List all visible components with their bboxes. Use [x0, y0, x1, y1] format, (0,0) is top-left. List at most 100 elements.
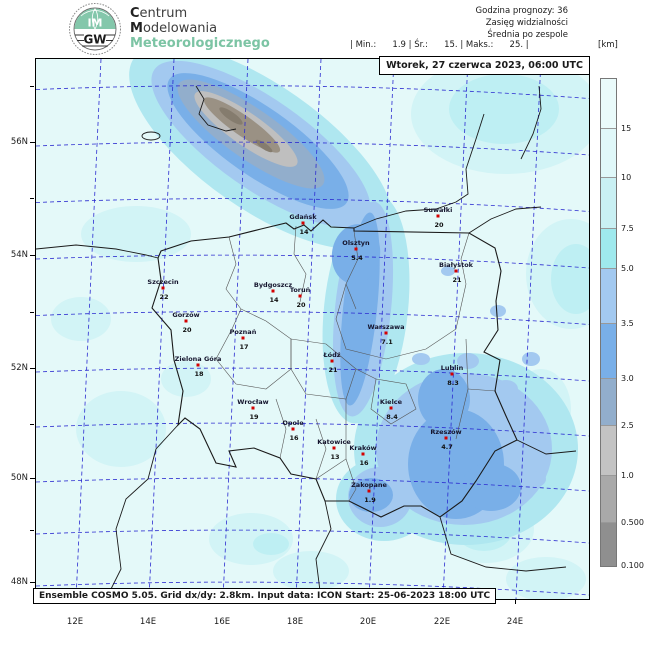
colorbar	[600, 78, 617, 567]
city-dot	[332, 446, 336, 450]
city-dot	[450, 372, 454, 376]
city-name: Białystok	[439, 261, 474, 269]
city-name: Bydgoszcz	[254, 281, 292, 289]
lon-label-12E: 12E	[66, 617, 84, 627]
min-mean-max-stats: | Min.: 1.9 | Śr.: 15. | Maks.: 25. |	[350, 40, 529, 50]
colorbar-tick-3.0: 3.0	[621, 374, 634, 383]
city-name: Warszawa	[368, 323, 405, 331]
forecast-variable: Zasięg widzialności	[485, 18, 568, 28]
colorbar-segment-1	[601, 128, 616, 178]
city-dot	[184, 319, 188, 323]
city-dot	[367, 489, 371, 493]
city-name: Toruń	[290, 286, 311, 294]
logo-text-im: IM	[87, 17, 102, 30]
city-value: 20	[434, 221, 444, 229]
city-name: Rzeszów	[430, 428, 461, 436]
lat-tick-minor	[30, 86, 34, 87]
org-title: Centrum Modelowania Meteorologicznego	[130, 6, 270, 51]
city-value: 8.3	[447, 379, 459, 387]
city-value: 21	[452, 276, 462, 284]
city-name: Katowice	[317, 438, 351, 446]
colorbar-tick-7.5: 7.5	[621, 224, 634, 233]
lat-label-52N: 52N	[10, 363, 28, 373]
org-title-line2: Modelowania	[130, 21, 218, 36]
org-title-line1: Centrum	[130, 6, 188, 21]
city-value: 4.7	[441, 443, 453, 451]
city-value: 20	[182, 326, 192, 334]
city-Gdańsk: Gdańsk 14	[289, 213, 317, 236]
city-dot	[251, 406, 255, 410]
city-Bydgoszcz: Bydgoszcz 14	[254, 281, 292, 304]
city-dot	[454, 269, 458, 273]
city-value: 16	[359, 459, 369, 467]
city-value: 21	[328, 366, 338, 374]
lat-tick-minor	[30, 530, 34, 531]
city-name: Zielona Góra	[175, 355, 222, 363]
poland-border	[151, 219, 518, 518]
city-dot	[354, 247, 358, 251]
city-Zakopane: Zakopane 1.9	[351, 481, 387, 504]
colorbar-tick-5.0: 5.0	[621, 264, 634, 273]
city-value: 20	[296, 301, 306, 309]
city-value: 16	[289, 434, 299, 442]
city-dot	[361, 452, 365, 456]
city-Suwałki: Suwałki 20	[424, 206, 453, 229]
colorbar-segment-7	[601, 425, 616, 476]
colorbar-tick-15: 15	[621, 124, 632, 133]
city-name: Suwałki	[424, 206, 453, 214]
unit-label: [km]	[598, 40, 618, 50]
city-Katowice: Katowice 13	[317, 438, 351, 461]
city-value: 8.4	[386, 413, 398, 421]
city-value: 22	[159, 293, 168, 301]
city-dot	[241, 336, 245, 340]
lon-label-24E: 24E	[506, 617, 524, 627]
city-dot	[436, 214, 440, 218]
lat-label-54N: 54N	[10, 250, 28, 260]
imgw-logo: IM GW	[68, 2, 122, 60]
city-value: 13	[330, 453, 339, 461]
colorbar-segment-2	[601, 177, 616, 229]
lat-tick-54N	[30, 255, 35, 256]
lon-tick-24E	[515, 599, 516, 604]
map-date-title: Wtorek, 27 czerwca 2023, 06:00 UTC	[379, 56, 590, 75]
lat-tick-48N	[30, 582, 35, 583]
visibility-field	[51, 59, 589, 599]
lon-label-22E: 22E	[433, 617, 451, 627]
city-Białystok: Białystok 21	[439, 261, 474, 284]
lon-label-20E: 20E	[359, 617, 377, 627]
city-Toruń: Toruń 20	[290, 286, 311, 309]
city-Szczecin: Szczecin 22	[147, 278, 179, 301]
city-value: 14	[269, 296, 279, 304]
city-Gorzów: Gorzów 20	[172, 311, 199, 334]
lat-tick-50N	[30, 478, 35, 479]
graticule	[36, 59, 589, 599]
city-name: Gdańsk	[289, 213, 317, 221]
colorbar-segment-6	[601, 378, 616, 426]
colorbar-tick-10: 10	[621, 173, 632, 182]
city-name: Zakopane	[351, 481, 387, 489]
city-value: 5.4	[351, 254, 363, 262]
city-dot	[298, 294, 302, 298]
city-name: Łódź	[322, 351, 340, 359]
city-Zielona Góra: Zielona Góra 18	[175, 355, 222, 378]
lon-label-16E: 16E	[213, 617, 231, 627]
lon-label-18E: 18E	[286, 617, 304, 627]
city-dot	[330, 359, 334, 363]
city-name: Opole	[282, 419, 304, 427]
colorbar-tick-3.5: 3.5	[621, 319, 634, 328]
forecast-info: Godzina prognozy: 36 Zasięg widzialności…	[476, 5, 568, 41]
city-value: 18	[194, 370, 204, 378]
city-dot	[444, 436, 448, 440]
city-dot	[389, 406, 393, 410]
colorbar-tick-1.0: 1.0	[621, 471, 634, 480]
city-name: Lublin	[441, 364, 464, 372]
city-name: Olsztyn	[342, 239, 370, 247]
lat-tick-minor	[30, 424, 34, 425]
city-Warszawa: Warszawa 7.1	[368, 323, 405, 346]
org-title-line3: Meteorologicznego	[130, 36, 270, 51]
city-dot	[301, 221, 305, 225]
lat-label-50N: 50N	[10, 473, 28, 483]
colorbar-segment-3	[601, 228, 616, 269]
lat-tick-minor	[30, 198, 34, 199]
lat-tick-minor	[30, 312, 34, 313]
